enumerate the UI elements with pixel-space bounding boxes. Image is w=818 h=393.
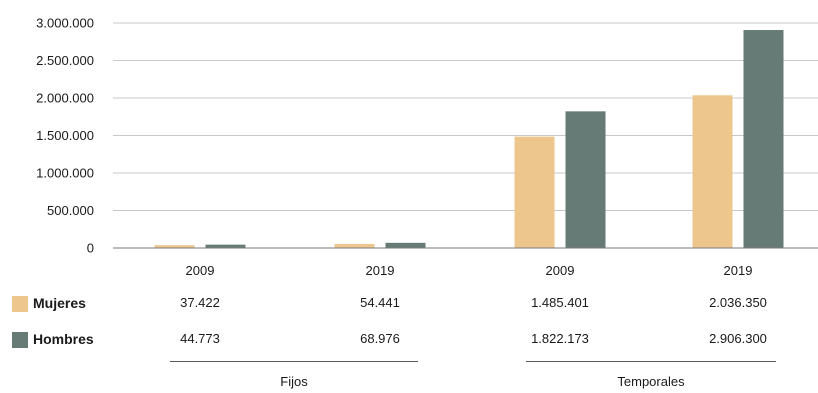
table-row-mujeres: Mujeres 37.422 54.441 1.485.401 2.036.350 — [0, 293, 818, 315]
data-label: 37.422 — [180, 295, 220, 310]
group-bracket-line — [526, 361, 776, 362]
legend-swatch — [12, 296, 28, 312]
data-label: 68.976 — [360, 331, 400, 346]
group-label: Fijos — [280, 374, 308, 389]
y-tick-label: 2.000.000 — [36, 91, 94, 106]
y-tick-label: 2.500.000 — [36, 53, 94, 68]
bar-hombres-1 — [385, 242, 426, 248]
table-row-hombres: Hombres 44.773 68.976 1.822.173 2.906.300 — [0, 329, 818, 351]
bar-mujeres-2 — [514, 136, 555, 248]
x-axis-category-labels: 2009 2019 2009 2019 — [186, 263, 753, 278]
data-label: 1.485.401 — [531, 295, 589, 310]
y-tick-label: 1.000.000 — [36, 166, 94, 181]
bar-hombres-3 — [743, 30, 784, 249]
bars — [154, 30, 784, 249]
bar-hombres-2 — [565, 111, 606, 248]
data-label: 54.441 — [360, 295, 400, 310]
x-category-label: 2019 — [366, 263, 395, 278]
bar-mujeres-0 — [154, 245, 195, 248]
group-bracket-line — [170, 361, 418, 362]
series-name: Hombres — [33, 331, 94, 347]
legend-swatch — [12, 332, 28, 348]
data-label: 1.822.173 — [531, 331, 589, 346]
y-axis-tick-labels: 0 500.000 1.000.000 1.500.000 2.000.000 2.500… — [36, 16, 94, 256]
bar-chart: 0 500.000 1.000.000 1.500.000 2.000.000 2.500… — [36, 16, 818, 278]
data-label: 2.036.350 — [709, 295, 767, 310]
bar-mujeres-3 — [692, 95, 733, 249]
y-tick-label: 1.500.000 — [36, 128, 94, 143]
x-category-label: 2009 — [546, 263, 575, 278]
x-category-label: 2019 — [724, 263, 753, 278]
bar-hombres-0 — [205, 244, 246, 248]
bar-mujeres-1 — [334, 243, 375, 248]
group-label: Temporales — [617, 374, 685, 389]
data-label: 2.906.300 — [709, 331, 767, 346]
series-name: Mujeres — [33, 295, 86, 311]
y-tick-label: 0 — [87, 241, 94, 256]
y-tick-label: 500.000 — [47, 203, 94, 218]
y-tick-label: 3.000.000 — [36, 16, 94, 31]
x-category-label: 2009 — [186, 263, 215, 278]
data-label: 44.773 — [180, 331, 220, 346]
